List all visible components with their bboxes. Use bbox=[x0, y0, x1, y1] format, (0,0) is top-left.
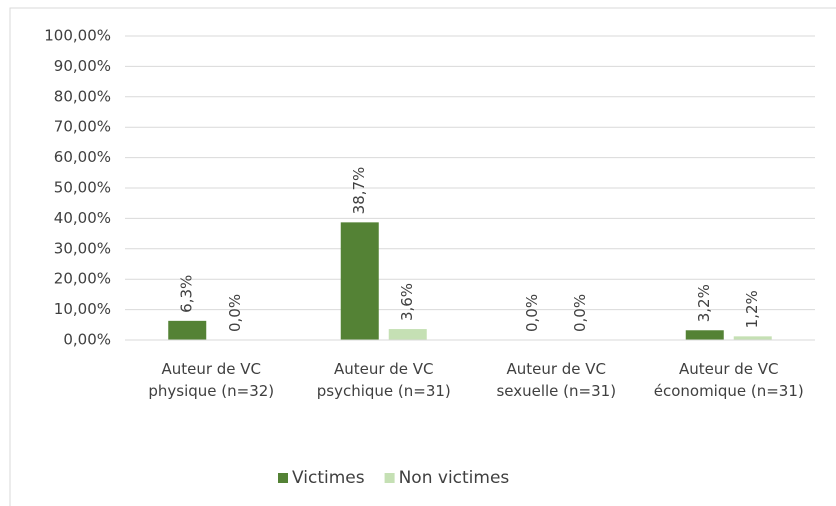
bar bbox=[733, 336, 772, 340]
value-label: 38,7% bbox=[350, 167, 368, 215]
bar bbox=[685, 330, 724, 340]
value-label: 3,2% bbox=[695, 284, 713, 322]
y-tick-label: 30,00% bbox=[54, 239, 111, 257]
chart-border bbox=[9, 7, 836, 506]
legend-swatch bbox=[384, 473, 395, 483]
y-tick-label: 90,00% bbox=[54, 57, 111, 75]
y-tick-label: 80,00% bbox=[54, 87, 111, 105]
y-tick-label: 20,00% bbox=[54, 270, 111, 288]
value-label: 0,0% bbox=[226, 294, 244, 332]
y-tick-label: 10,00% bbox=[54, 300, 111, 318]
value-label: 0,0% bbox=[523, 294, 541, 332]
bar bbox=[168, 320, 207, 340]
x-tick-label: Auteur de VC sexuelle (n=31) bbox=[496, 360, 617, 400]
x-tick-label: Auteur de VC psychique (n=31) bbox=[316, 360, 451, 400]
x-tick-label: Auteur de VC économique (n=31) bbox=[653, 360, 804, 400]
value-label: 3,6% bbox=[398, 283, 416, 321]
y-tick-label: 40,00% bbox=[54, 209, 111, 227]
legend-swatch bbox=[278, 473, 288, 483]
y-tick-label: 0,00% bbox=[63, 331, 111, 349]
y-tick-label: 100,00% bbox=[44, 27, 111, 45]
y-tick-label: 50,00% bbox=[54, 179, 111, 197]
value-label: 1,2% bbox=[743, 290, 761, 328]
bar bbox=[340, 222, 379, 340]
bar bbox=[388, 329, 427, 340]
y-tick-label: 60,00% bbox=[54, 148, 111, 166]
value-label: 6,3% bbox=[178, 275, 196, 313]
legend-label: Victimes bbox=[292, 468, 365, 488]
x-tick-label: Auteur de VC physique (n=32) bbox=[148, 360, 275, 400]
y-tick-label: 70,00% bbox=[54, 118, 111, 136]
legend-label: Non victimes bbox=[399, 468, 510, 488]
value-label: 0,0% bbox=[571, 294, 589, 332]
